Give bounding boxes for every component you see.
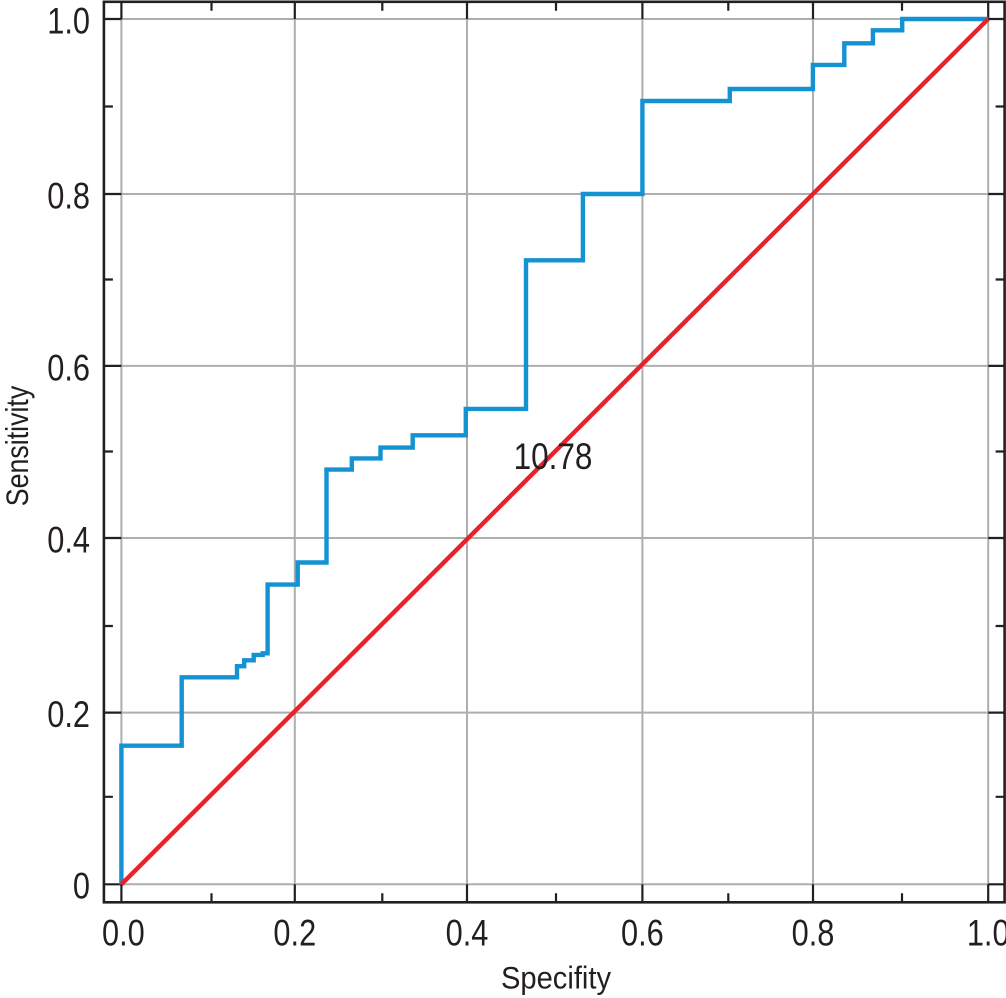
svg-text:Sensitivity: Sensitivity <box>1 385 35 506</box>
svg-text:0.6: 0.6 <box>47 347 90 389</box>
svg-text:0.8: 0.8 <box>47 176 90 218</box>
svg-text:0.4: 0.4 <box>446 912 489 954</box>
svg-text:0: 0 <box>73 866 90 908</box>
svg-text:0.0: 0.0 <box>102 912 145 954</box>
svg-text:0.8: 0.8 <box>792 912 835 954</box>
svg-text:0.2: 0.2 <box>47 694 90 736</box>
svg-text:Specifity: Specifity <box>501 962 612 996</box>
svg-text:0.6: 0.6 <box>621 912 664 954</box>
svg-text:1.0: 1.0 <box>967 912 1006 954</box>
svg-text:10.78: 10.78 <box>514 437 593 478</box>
svg-text:0.4: 0.4 <box>47 520 90 562</box>
svg-text:0.2: 0.2 <box>273 912 316 954</box>
svg-text:1.0: 1.0 <box>47 1 90 43</box>
